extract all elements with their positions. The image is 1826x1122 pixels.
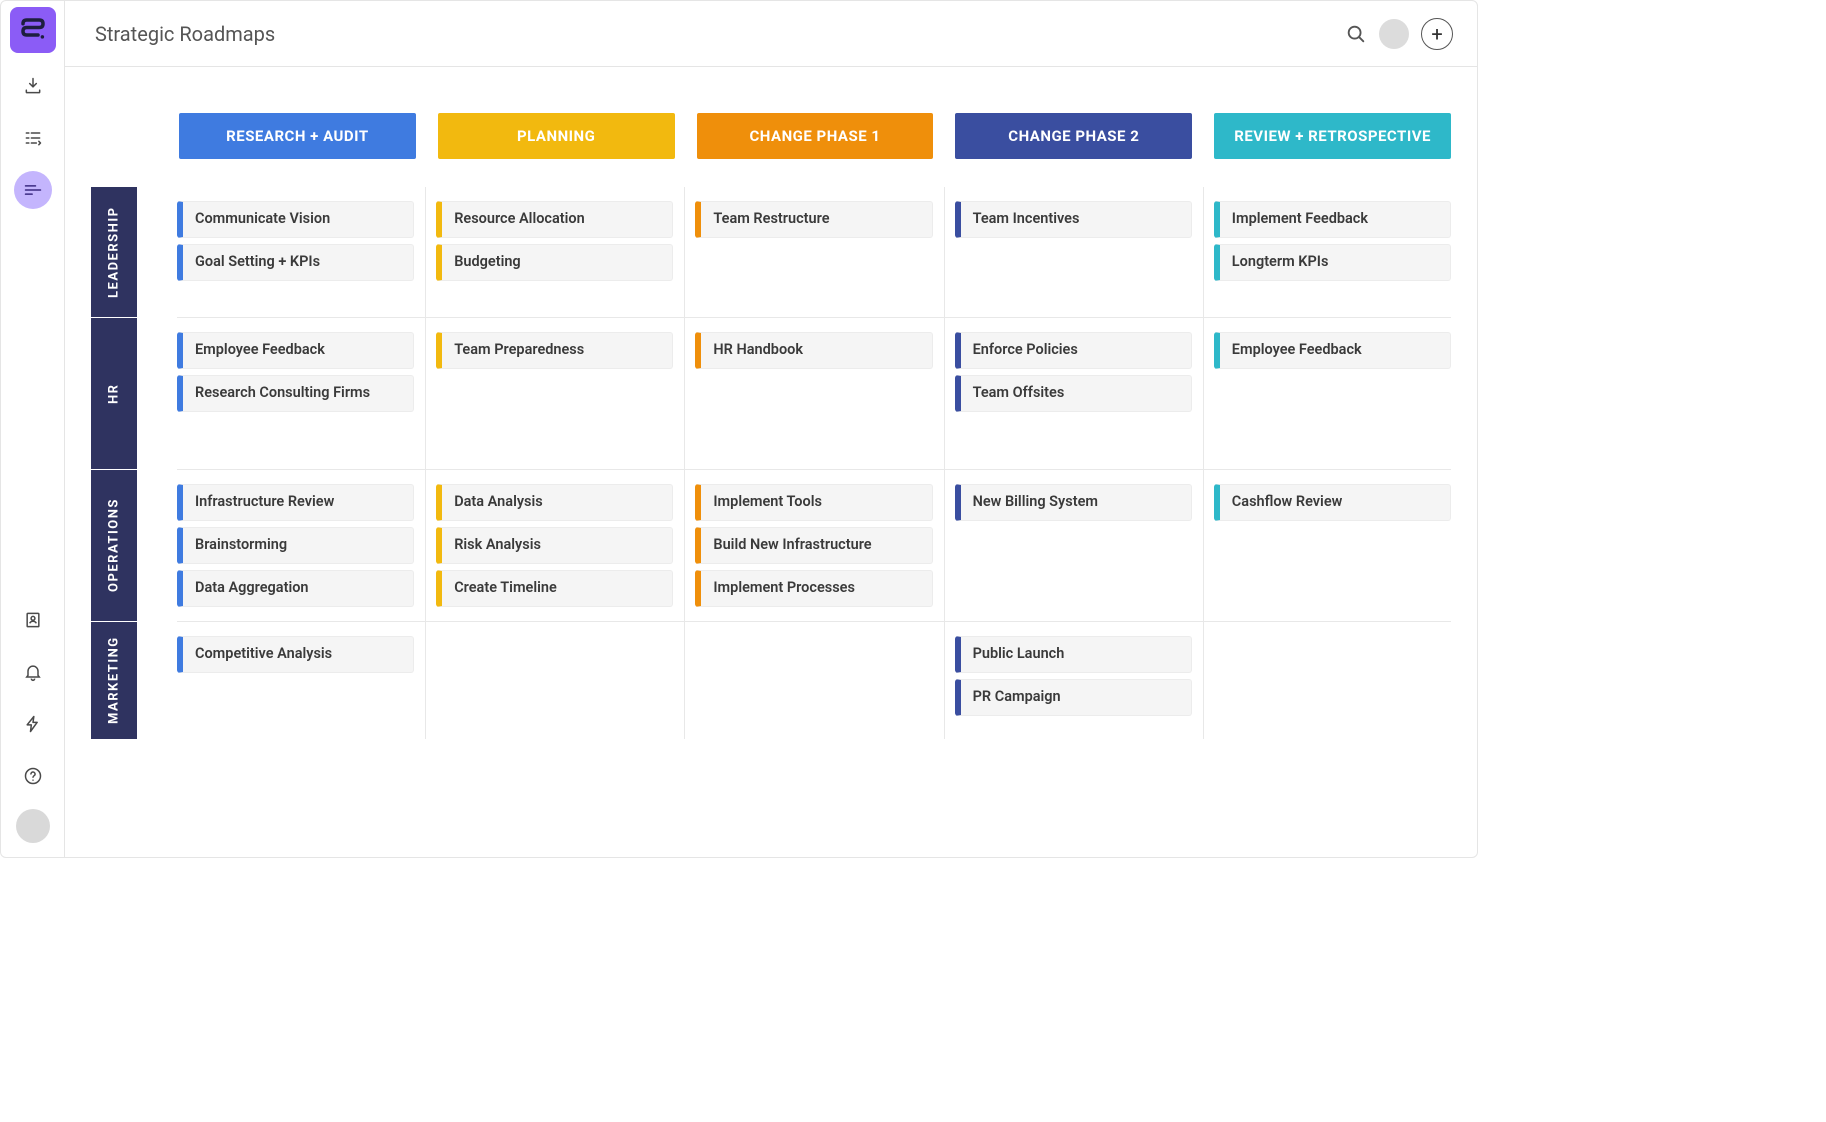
app-frame: Strategic Roadmaps + RESEARCH + AUDIT PLA… xyxy=(0,0,1478,858)
cell-hr-change1: HR Handbook xyxy=(695,332,932,455)
left-sidebar xyxy=(1,1,65,857)
topbar-actions: + xyxy=(1345,18,1453,50)
cell-leadership-change2: Team Incentives xyxy=(955,201,1192,303)
sidebar-avatar[interactable] xyxy=(16,809,50,843)
plus-icon: + xyxy=(1431,24,1442,44)
cell-leadership-review: Implement Feedback Longterm KPIs xyxy=(1214,201,1451,303)
cell-operations-review: Cashflow Review xyxy=(1214,484,1451,607)
card[interactable]: Budgeting xyxy=(436,244,673,281)
card[interactable]: Communicate Vision xyxy=(177,201,414,238)
swimlane-hr: HR Employee Feedback Research Consulting F… xyxy=(91,317,1451,469)
card[interactable]: Longterm KPIs xyxy=(1214,244,1451,281)
cell-hr-change2: Enforce Policies Team Offsites xyxy=(955,332,1192,455)
page-title: Strategic Roadmaps xyxy=(95,22,275,46)
card[interactable]: Implement Tools xyxy=(695,484,932,521)
cell-operations-research: Infrastructure Review Brainstorming Data A… xyxy=(177,484,414,607)
card[interactable]: Data Analysis xyxy=(436,484,673,521)
swimlane-leadership: LEADERSHIP Communicate Vision Goal Setting… xyxy=(91,187,1451,317)
gutter-spacer xyxy=(91,113,179,159)
user-avatar[interactable] xyxy=(1379,19,1409,49)
cell-marketing-change2: Public Launch PR Campaign xyxy=(955,636,1192,725)
backlog-icon[interactable] xyxy=(14,119,52,157)
card[interactable]: Cashflow Review xyxy=(1214,484,1451,521)
card[interactable]: Create Timeline xyxy=(436,570,673,607)
cell-hr-research: Employee Feedback Research Consulting Fir… xyxy=(177,332,414,455)
card[interactable]: Employee Feedback xyxy=(177,332,414,369)
card[interactable]: PR Campaign xyxy=(955,679,1192,716)
card[interactable]: Goal Setting + KPIs xyxy=(177,244,414,281)
swimlane-rows: LEADERSHIP Communicate Vision Goal Setting… xyxy=(91,187,1451,739)
card[interactable]: Employee Feedback xyxy=(1214,332,1451,369)
phase-header-review[interactable]: REVIEW + RETROSPECTIVE xyxy=(1214,113,1451,159)
roadmap-view-icon[interactable] xyxy=(14,171,52,209)
add-button[interactable]: + xyxy=(1421,18,1453,50)
phase-headers: RESEARCH + AUDIT PLANNING CHANGE PHASE 1 CH… xyxy=(179,113,1451,159)
card[interactable]: New Billing System xyxy=(955,484,1192,521)
phase-header-planning[interactable]: PLANNING xyxy=(438,113,675,159)
card[interactable]: Build New Infrastructure xyxy=(695,527,932,564)
swimlane-body-marketing: Competitive Analysis Public Launch PR Camp… xyxy=(177,621,1451,739)
cell-marketing-planning xyxy=(436,636,673,725)
contacts-icon[interactable] xyxy=(14,601,52,639)
card[interactable]: Team Offsites xyxy=(955,375,1192,412)
swimlane-marketing: MARKETING Competitive Analysis Public Laun… xyxy=(91,621,1451,739)
swimlane-body-leadership: Communicate Vision Goal Setting + KPIs Res… xyxy=(177,187,1451,317)
phase-header-change2[interactable]: CHANGE PHASE 2 xyxy=(955,113,1192,159)
swimlane-label-leadership: LEADERSHIP xyxy=(91,187,137,317)
cell-marketing-change1 xyxy=(695,636,932,725)
swimlane-label-marketing: MARKETING xyxy=(91,622,137,739)
topbar: Strategic Roadmaps + xyxy=(65,1,1477,67)
swimlane-body-operations: Infrastructure Review Brainstorming Data A… xyxy=(177,469,1451,621)
card[interactable]: Brainstorming xyxy=(177,527,414,564)
cell-hr-review: Employee Feedback xyxy=(1214,332,1451,455)
help-icon[interactable] xyxy=(14,757,52,795)
card[interactable]: Risk Analysis xyxy=(436,527,673,564)
cell-leadership-change1: Team Restructure xyxy=(695,201,932,303)
swimlane-label-hr: HR xyxy=(91,318,137,469)
import-icon[interactable] xyxy=(14,67,52,105)
card[interactable]: HR Handbook xyxy=(695,332,932,369)
notifications-icon[interactable] xyxy=(14,653,52,691)
swimlane-label-operations: OPERATIONS xyxy=(91,470,137,621)
cell-operations-change1: Implement Tools Build New Infrastructure I… xyxy=(695,484,932,607)
cell-hr-planning: Team Preparedness xyxy=(436,332,673,455)
roadmap-logo-icon xyxy=(18,15,48,45)
power-icon[interactable] xyxy=(14,705,52,743)
app-logo[interactable] xyxy=(10,7,56,53)
cell-operations-change2: New Billing System xyxy=(955,484,1192,607)
swimlane-body-hr: Employee Feedback Research Consulting Fir… xyxy=(177,317,1451,469)
phase-header-row: RESEARCH + AUDIT PLANNING CHANGE PHASE 1 CH… xyxy=(91,113,1451,159)
cell-marketing-research: Competitive Analysis xyxy=(177,636,414,725)
card[interactable]: Team Preparedness xyxy=(436,332,673,369)
card[interactable]: Resource Allocation xyxy=(436,201,673,238)
card[interactable]: Research Consulting Firms xyxy=(177,375,414,412)
swimlane-operations: OPERATIONS Infrastructure Review Brainstor… xyxy=(91,469,1451,621)
card[interactable]: Team Restructure xyxy=(695,201,932,238)
phase-header-change1[interactable]: CHANGE PHASE 1 xyxy=(697,113,934,159)
cell-leadership-planning: Resource Allocation Budgeting xyxy=(436,201,673,303)
card[interactable]: Competitive Analysis xyxy=(177,636,414,673)
card[interactable]: Public Launch xyxy=(955,636,1192,673)
card[interactable]: Implement Feedback xyxy=(1214,201,1451,238)
board-scroll: RESEARCH + AUDIT PLANNING CHANGE PHASE 1 CH… xyxy=(65,67,1477,857)
cell-marketing-review xyxy=(1214,636,1451,725)
card[interactable]: Data Aggregation xyxy=(177,570,414,607)
cell-leadership-research: Communicate Vision Goal Setting + KPIs xyxy=(177,201,414,303)
cell-operations-planning: Data Analysis Risk Analysis Create Timelin… xyxy=(436,484,673,607)
card[interactable]: Implement Processes xyxy=(695,570,932,607)
phase-header-research[interactable]: RESEARCH + AUDIT xyxy=(179,113,416,159)
card[interactable]: Infrastructure Review xyxy=(177,484,414,521)
card[interactable]: Team Incentives xyxy=(955,201,1192,238)
card[interactable]: Enforce Policies xyxy=(955,332,1192,369)
main-area: Strategic Roadmaps + RESEARCH + AUDIT PLA… xyxy=(65,1,1477,857)
search-icon[interactable] xyxy=(1345,23,1367,45)
